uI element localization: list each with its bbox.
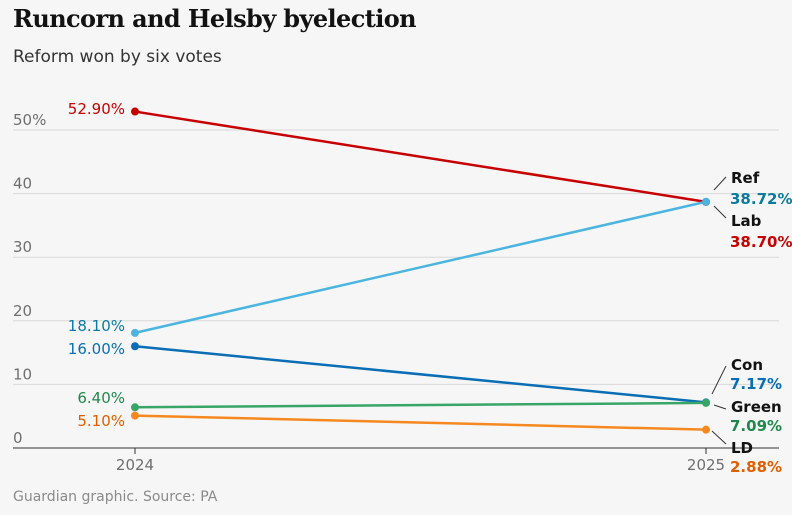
y-tick-label: 10 <box>13 365 32 383</box>
end-value-label-green: 7.09% <box>730 417 782 435</box>
connector-con <box>711 365 727 395</box>
end-value-label-con: 7.17% <box>730 375 782 393</box>
point-2024-ref <box>131 328 139 337</box>
end-party-label-green: Green <box>731 398 782 416</box>
point-2024-con <box>131 342 139 351</box>
y-tick-label: 0 <box>13 429 23 447</box>
chart-subtitle: Reform won by six votes <box>13 47 222 67</box>
source-footer: Guardian graphic. Source: PA <box>13 489 218 505</box>
end-party-label-lab: Lab <box>731 212 762 230</box>
x-tick-label: 2024 <box>116 456 154 474</box>
start-label-ld: 5.10% <box>77 412 125 430</box>
end-party-label-ref: Ref <box>731 169 760 187</box>
point-2025-ld <box>702 425 710 434</box>
series-line-green <box>134 401 707 409</box>
series-line-lab <box>134 110 707 204</box>
end-value-label-ref: 38.72% <box>730 190 792 208</box>
point-2024-green <box>131 403 139 412</box>
series-line-con <box>134 344 707 404</box>
point-2024-ld <box>131 411 139 420</box>
series-line-ref <box>134 200 707 335</box>
start-label-ref: 18.10% <box>68 317 125 335</box>
end-party-label-con: Con <box>731 356 763 374</box>
y-tick-label: 50% <box>13 111 46 129</box>
connector-green <box>713 404 727 410</box>
end-value-label-ld: 2.88% <box>730 458 782 476</box>
end-value-label-lab: 38.70% <box>730 233 792 251</box>
connector-lab <box>713 205 727 219</box>
chart-title: Runcorn and Helsby byelection <box>13 4 417 33</box>
start-label-green: 6.40% <box>77 389 125 407</box>
y-tick-label: 30 <box>13 238 32 256</box>
y-tick-label: 40 <box>13 175 32 193</box>
connector-ld <box>711 430 727 445</box>
start-label-con: 16.00% <box>68 340 125 358</box>
end-party-label-ld: LD <box>731 439 753 457</box>
point-2024-lab <box>131 107 139 116</box>
point-2025-green <box>702 398 710 407</box>
connector-ref <box>713 176 727 191</box>
y-tick-label: 20 <box>13 302 32 320</box>
x-tick-label: 2025 <box>687 456 725 474</box>
start-label-lab: 52.90% <box>68 100 125 118</box>
point-2025-ref <box>702 197 710 206</box>
series-line-ld <box>134 414 707 431</box>
